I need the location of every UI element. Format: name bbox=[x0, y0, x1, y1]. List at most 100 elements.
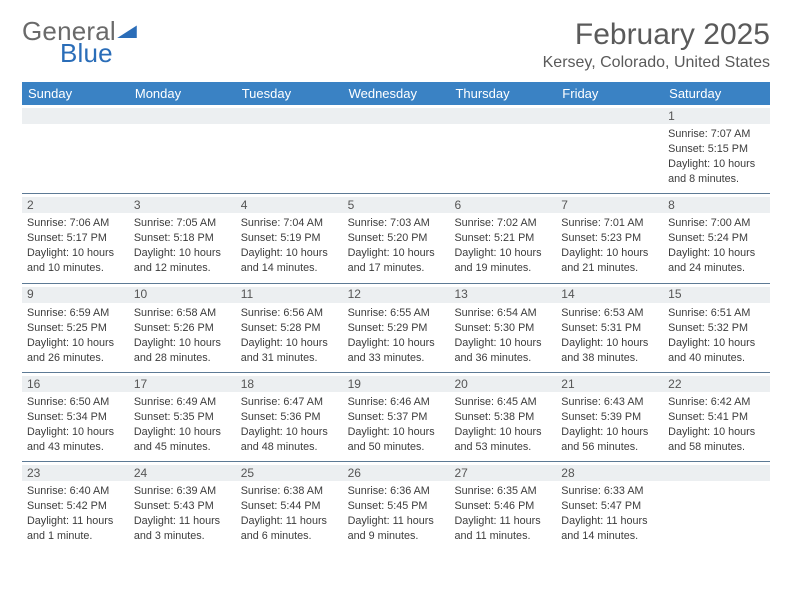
day-number: 18 bbox=[241, 376, 254, 392]
day-daylight2: and 31 minutes. bbox=[241, 351, 338, 366]
day-daylight1: Daylight: 10 hours bbox=[668, 336, 765, 351]
day-info: Sunrise: 6:35 AMSunset: 5:46 PMDaylight:… bbox=[454, 484, 551, 544]
day-cell: 11Sunrise: 6:56 AMSunset: 5:28 PMDayligh… bbox=[236, 284, 343, 372]
day-sunset: Sunset: 5:18 PM bbox=[134, 231, 231, 246]
day-number: 25 bbox=[241, 465, 254, 481]
day-daylight2: and 8 minutes. bbox=[668, 172, 765, 187]
day-sunset: Sunset: 5:19 PM bbox=[241, 231, 338, 246]
day-info: Sunrise: 7:06 AMSunset: 5:17 PMDaylight:… bbox=[27, 216, 124, 276]
weekday-header: Saturday bbox=[663, 82, 770, 105]
day-info: Sunrise: 6:42 AMSunset: 5:41 PMDaylight:… bbox=[668, 395, 765, 455]
day-number: 11 bbox=[241, 286, 253, 302]
day-daylight2: and 50 minutes. bbox=[348, 440, 445, 455]
day-cell: 25Sunrise: 6:38 AMSunset: 5:44 PMDayligh… bbox=[236, 462, 343, 550]
day-number: 9 bbox=[27, 286, 34, 302]
day-info: Sunrise: 6:55 AMSunset: 5:29 PMDaylight:… bbox=[348, 306, 445, 366]
day-sunrise: Sunrise: 7:02 AM bbox=[454, 216, 551, 231]
day-daylight1: Daylight: 10 hours bbox=[454, 246, 551, 261]
day-sunset: Sunset: 5:37 PM bbox=[348, 410, 445, 425]
day-daylight2: and 11 minutes. bbox=[454, 529, 551, 544]
day-sunset: Sunset: 5:38 PM bbox=[454, 410, 551, 425]
week-row: 1 Sunrise: 7:07 AMSunset: 5:15 PMDaylight… bbox=[22, 105, 770, 193]
day-sunrise: Sunrise: 6:49 AM bbox=[134, 395, 231, 410]
day-number-row bbox=[663, 465, 770, 481]
day-sunrise: Sunrise: 6:56 AM bbox=[241, 306, 338, 321]
day-daylight1: Daylight: 10 hours bbox=[454, 336, 551, 351]
day-number: 1 bbox=[668, 108, 675, 124]
day-daylight2: and 26 minutes. bbox=[27, 351, 124, 366]
day-sunset: Sunset: 5:23 PM bbox=[561, 231, 658, 246]
day-number: 8 bbox=[668, 197, 675, 213]
calendar: Sunday Monday Tuesday Wednesday Thursday… bbox=[22, 82, 770, 550]
day-number-row: 9 bbox=[22, 287, 129, 303]
day-sunrise: Sunrise: 7:03 AM bbox=[348, 216, 445, 231]
day-number: 16 bbox=[27, 376, 40, 392]
day-sunset: Sunset: 5:45 PM bbox=[348, 499, 445, 514]
day-info: Sunrise: 6:43 AMSunset: 5:39 PMDaylight:… bbox=[561, 395, 658, 455]
day-info: Sunrise: 7:07 AMSunset: 5:15 PMDaylight:… bbox=[668, 127, 765, 187]
day-info: Sunrise: 6:47 AMSunset: 5:36 PMDaylight:… bbox=[241, 395, 338, 455]
day-info: Sunrise: 7:02 AMSunset: 5:21 PMDaylight:… bbox=[454, 216, 551, 276]
day-daylight1: Daylight: 10 hours bbox=[134, 246, 231, 261]
day-sunset: Sunset: 5:20 PM bbox=[348, 231, 445, 246]
day-sunset: Sunset: 5:31 PM bbox=[561, 321, 658, 336]
logo: GeneralBlue bbox=[22, 18, 139, 66]
day-number: 20 bbox=[454, 376, 467, 392]
location: Kersey, Colorado, United States bbox=[543, 54, 770, 72]
weekday-header: Thursday bbox=[449, 82, 556, 105]
day-cell: 5Sunrise: 7:03 AMSunset: 5:20 PMDaylight… bbox=[343, 194, 450, 282]
day-daylight2: and 14 minutes. bbox=[561, 529, 658, 544]
day-daylight1: Daylight: 11 hours bbox=[561, 514, 658, 529]
day-sunrise: Sunrise: 6:47 AM bbox=[241, 395, 338, 410]
day-daylight2: and 28 minutes. bbox=[134, 351, 231, 366]
day-sunrise: Sunrise: 6:35 AM bbox=[454, 484, 551, 499]
day-sunset: Sunset: 5:46 PM bbox=[454, 499, 551, 514]
day-cell bbox=[129, 105, 236, 193]
day-sunrise: Sunrise: 6:51 AM bbox=[668, 306, 765, 321]
day-cell: 18 Sunrise: 6:47 AMSunset: 5:36 PMDayligh… bbox=[236, 373, 343, 461]
day-daylight2: and 1 minute. bbox=[27, 529, 124, 544]
day-cell: 23Sunrise: 6:40 AMSunset: 5:42 PMDayligh… bbox=[22, 462, 129, 550]
day-daylight1: Daylight: 10 hours bbox=[134, 336, 231, 351]
day-number-row: 3 bbox=[129, 197, 236, 213]
day-number-row bbox=[129, 108, 236, 124]
day-cell: 20Sunrise: 6:45 AMSunset: 5:38 PMDayligh… bbox=[449, 373, 556, 461]
day-sunset: Sunset: 5:34 PM bbox=[27, 410, 124, 425]
day-info: Sunrise: 6:51 AMSunset: 5:32 PMDaylight:… bbox=[668, 306, 765, 366]
day-number-row: 17 bbox=[129, 376, 236, 392]
day-sunset: Sunset: 5:21 PM bbox=[454, 231, 551, 246]
day-sunrise: Sunrise: 7:07 AM bbox=[668, 127, 765, 142]
day-number-row: 14 bbox=[556, 287, 663, 303]
day-info: Sunrise: 6:54 AMSunset: 5:30 PMDaylight:… bbox=[454, 306, 551, 366]
day-daylight1: Daylight: 10 hours bbox=[241, 336, 338, 351]
day-daylight1: Daylight: 11 hours bbox=[27, 514, 124, 529]
day-cell: 14Sunrise: 6:53 AMSunset: 5:31 PMDayligh… bbox=[556, 284, 663, 372]
day-sunset: Sunset: 5:35 PM bbox=[134, 410, 231, 425]
day-daylight2: and 24 minutes. bbox=[668, 261, 765, 276]
day-info: Sunrise: 7:00 AMSunset: 5:24 PMDaylight:… bbox=[668, 216, 765, 276]
month-title: February 2025 bbox=[543, 18, 770, 52]
day-number: 2 bbox=[27, 197, 34, 213]
day-sunrise: Sunrise: 6:36 AM bbox=[348, 484, 445, 499]
weeks-container: 1Sunrise: 7:07 AMSunset: 5:15 PMDaylight… bbox=[22, 105, 770, 550]
day-sunset: Sunset: 5:15 PM bbox=[668, 142, 765, 157]
day-daylight1: Daylight: 10 hours bbox=[454, 425, 551, 440]
day-info: Sunrise: 6:36 AMSunset: 5:45 PMDaylight:… bbox=[348, 484, 445, 544]
day-number-row: 25 bbox=[236, 465, 343, 481]
page-header: GeneralBlue February 2025 Kersey, Colora… bbox=[22, 18, 770, 72]
day-number-row: 20 bbox=[449, 376, 556, 392]
day-cell: 26Sunrise: 6:36 AMSunset: 5:45 PMDayligh… bbox=[343, 462, 450, 550]
day-daylight1: Daylight: 10 hours bbox=[668, 425, 765, 440]
day-sunrise: Sunrise: 7:01 AM bbox=[561, 216, 658, 231]
week-row: 9Sunrise: 6:59 AMSunset: 5:25 PMDaylight… bbox=[22, 283, 770, 372]
day-number-row bbox=[449, 108, 556, 124]
day-number-row: 12 bbox=[343, 287, 450, 303]
day-cell: 13Sunrise: 6:54 AMSunset: 5:30 PMDayligh… bbox=[449, 284, 556, 372]
day-number-row: 15 bbox=[663, 287, 770, 303]
day-info: Sunrise: 7:01 AMSunset: 5:23 PMDaylight:… bbox=[561, 216, 658, 276]
day-sunrise: Sunrise: 6:40 AM bbox=[27, 484, 124, 499]
day-number: 4 bbox=[241, 197, 248, 213]
day-sunrise: Sunrise: 7:06 AM bbox=[27, 216, 124, 231]
day-daylight2: and 6 minutes. bbox=[241, 529, 338, 544]
day-sunrise: Sunrise: 6:38 AM bbox=[241, 484, 338, 499]
